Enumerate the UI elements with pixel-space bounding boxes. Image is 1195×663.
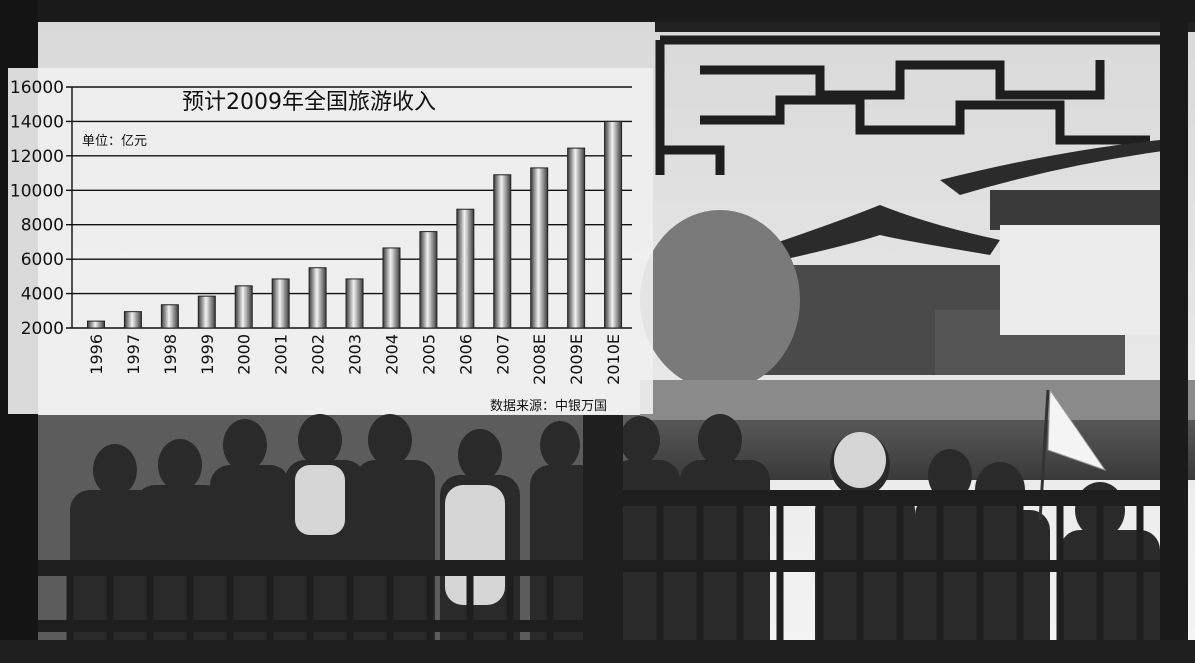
y-tick-label: 10000 — [10, 181, 64, 201]
y-tick-label: 8000 — [21, 216, 64, 236]
x-tick-label: 2003 — [346, 334, 365, 375]
y-tick-labels: 2000 4000 6000 8000 10000 12000 14000 16000 — [10, 78, 64, 339]
bar-2003 — [345, 278, 364, 329]
chart-title: 预计2009年全国旅游收入 — [182, 90, 436, 115]
bar-2008E — [530, 167, 549, 329]
source-label: 数据来源：中银万国 — [490, 399, 608, 414]
y-tick-label: 14000 — [10, 112, 64, 132]
bar-2009E — [567, 147, 586, 329]
y-tick-label: 2000 — [21, 319, 64, 339]
x-tick-label: 1999 — [198, 334, 217, 375]
x-tick-label: 2002 — [309, 334, 328, 375]
y-tick-label: 4000 — [21, 285, 64, 305]
x-tick-label: 1998 — [161, 334, 180, 375]
bar-1996 — [87, 320, 105, 329]
y-tick-label: 12000 — [10, 147, 64, 167]
x-tick-label: 2004 — [382, 334, 401, 375]
x-tick-label: 2009E — [567, 334, 586, 385]
bar-2006 — [456, 208, 475, 329]
x-tick-label: 1997 — [124, 334, 143, 375]
bar-2005 — [419, 231, 438, 329]
x-tick-label: 2001 — [272, 334, 291, 375]
y-tick-label: 16000 — [10, 78, 64, 98]
unit-label: 单位：亿元 — [82, 134, 148, 149]
x-tick-label: 2000 — [235, 334, 254, 375]
x-tick-label: 1996 — [87, 334, 106, 375]
bar-2001 — [271, 278, 290, 329]
bar-2004 — [382, 247, 401, 329]
y-tick-label: 6000 — [21, 250, 64, 270]
bar-2010E — [604, 120, 623, 329]
x-tick-label: 2010E — [604, 334, 623, 385]
x-tick-label: 2005 — [419, 334, 438, 375]
bar-1999 — [197, 295, 216, 329]
x-tick-label: 2007 — [493, 334, 512, 375]
bar-2000 — [234, 285, 253, 329]
x-tick-label: 2006 — [456, 334, 475, 375]
bar-2002 — [308, 267, 327, 329]
bar-1998 — [160, 304, 179, 329]
x-tick-label: 2008E — [530, 334, 549, 385]
bar-2007 — [493, 174, 512, 329]
bar-1997 — [123, 311, 142, 329]
bars — [87, 120, 623, 329]
x-tick-labels: 1996 1997 1998 1999 2000 2001 2002 2003 2004 2005… — [87, 334, 623, 385]
